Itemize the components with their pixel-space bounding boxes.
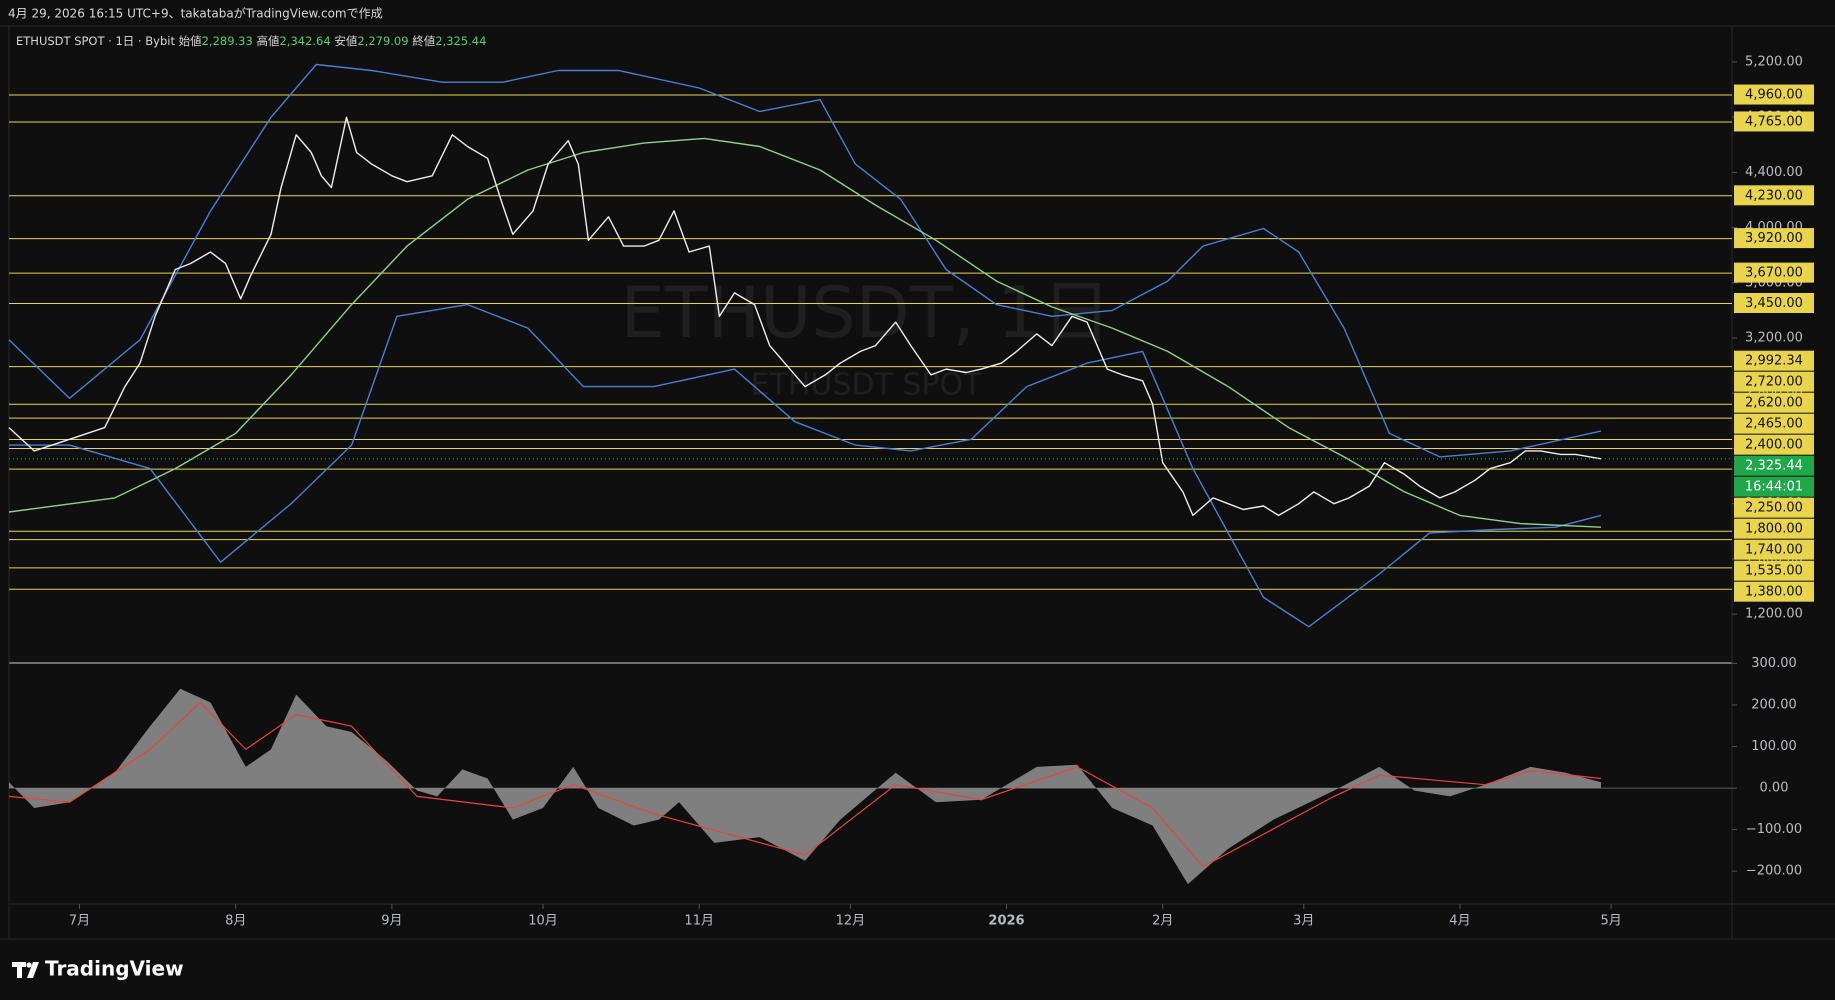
price-series xyxy=(8,137,1602,528)
level-label-box xyxy=(1734,560,1814,581)
watermark-subtitle: ETHUSDT SPOT xyxy=(751,368,983,403)
level-label: 2,465.00 xyxy=(1745,417,1803,432)
legend-label: 安値 xyxy=(334,34,357,48)
level-label: 2,992.34 xyxy=(1745,354,1803,369)
logo-part xyxy=(27,962,39,978)
level-label: 1,535.00 xyxy=(1745,564,1803,579)
level-label-box xyxy=(1734,185,1814,206)
x-tick-label: 2月 xyxy=(1152,914,1173,929)
oscillator-area xyxy=(9,688,1601,885)
level-label-box xyxy=(1734,497,1814,518)
level-label-box xyxy=(1734,350,1814,371)
price-series xyxy=(8,63,1602,458)
logo-part xyxy=(26,962,32,968)
level-label: 1,380.00 xyxy=(1745,585,1803,600)
x-tick-label: 2026 xyxy=(988,914,1024,929)
x-tick-label: 12月 xyxy=(836,914,866,929)
brand-logo xyxy=(12,962,39,978)
level-label: 4,960.00 xyxy=(1745,88,1803,103)
level-label-box xyxy=(1734,413,1814,434)
legend-label: 高値 xyxy=(256,34,279,48)
logo-part xyxy=(17,962,22,978)
current-price-box xyxy=(1734,455,1814,476)
level-label: 3,670.00 xyxy=(1745,266,1803,281)
level-label: 4,230.00 xyxy=(1745,188,1803,203)
x-tick-label: 8月 xyxy=(225,914,246,929)
level-label-box xyxy=(1734,581,1814,602)
level-label: 2,720.00 xyxy=(1745,375,1803,390)
x-tick-label: 7月 xyxy=(69,914,90,929)
x-tick-label: 3月 xyxy=(1293,914,1314,929)
y-tick-label: 200.00 xyxy=(1751,697,1797,712)
legend-value: 2,342.64 xyxy=(279,34,330,48)
level-label-box xyxy=(1734,262,1814,283)
level-label: 3,450.00 xyxy=(1745,296,1803,311)
y-tick-label: 1,200.00 xyxy=(1745,607,1803,622)
level-label: 2,620.00 xyxy=(1745,396,1803,411)
level-label-box xyxy=(1734,111,1814,132)
legend-label: 終値 xyxy=(412,34,435,48)
legend-value: 2,325.44 xyxy=(435,34,486,48)
y-tick-label: 5,200.00 xyxy=(1745,54,1803,69)
y-tick-label: 4,400.00 xyxy=(1745,165,1803,180)
y-tick-label: 0.00 xyxy=(1760,781,1789,796)
x-tick-label: 4月 xyxy=(1449,914,1470,929)
level-label-box xyxy=(1734,539,1814,560)
legend-value: 2,279.09 xyxy=(357,34,408,48)
level-label: 2,250.00 xyxy=(1745,501,1803,516)
level-label: 1,800.00 xyxy=(1745,522,1803,537)
header-caption: 4月 29, 2026 16:15 UTC+9、takatabaがTrading… xyxy=(8,6,383,21)
countdown-label: 16:44:01 xyxy=(1745,480,1803,495)
y-tick-label: 300.00 xyxy=(1751,656,1797,671)
level-label-box xyxy=(1734,228,1814,249)
level-label: 1,740.00 xyxy=(1745,543,1803,558)
level-label-box xyxy=(1734,84,1814,105)
oscillator-line xyxy=(8,701,1602,868)
legend: ETHUSDT SPOT · 1日 · Bybit 始値2,289.33 高値2… xyxy=(16,34,486,48)
level-label-box xyxy=(1734,292,1814,313)
y-tick-label: 3,200.00 xyxy=(1745,331,1803,346)
price-series xyxy=(8,116,1602,517)
level-label-box xyxy=(1734,518,1814,539)
legend-label: 始値 xyxy=(179,34,202,48)
level-label: 2,400.00 xyxy=(1745,438,1803,453)
brand-name: TradingView xyxy=(45,957,184,981)
legend-symbol: ETHUSDT SPOT · 1日 · Bybit xyxy=(16,34,175,48)
x-tick-label: 11月 xyxy=(684,914,714,929)
y-tick-label: 100.00 xyxy=(1751,739,1797,754)
current-price-label: 2,325.44 xyxy=(1745,459,1803,474)
legend-value: 2,289.33 xyxy=(202,34,253,48)
level-label-box xyxy=(1734,371,1814,392)
level-label-box xyxy=(1734,434,1814,455)
x-tick-label: 10月 xyxy=(528,914,558,929)
y-tick-label: −100.00 xyxy=(1746,822,1802,837)
level-label: 3,920.00 xyxy=(1745,231,1803,246)
y-tick-label: −200.00 xyxy=(1746,864,1802,879)
level-label-box xyxy=(1734,392,1814,413)
x-tick-label: 5月 xyxy=(1600,914,1621,929)
price-series xyxy=(9,303,1602,628)
level-label: 4,765.00 xyxy=(1745,114,1803,129)
x-tick-label: 9月 xyxy=(381,914,402,929)
countdown-box xyxy=(1734,476,1814,497)
